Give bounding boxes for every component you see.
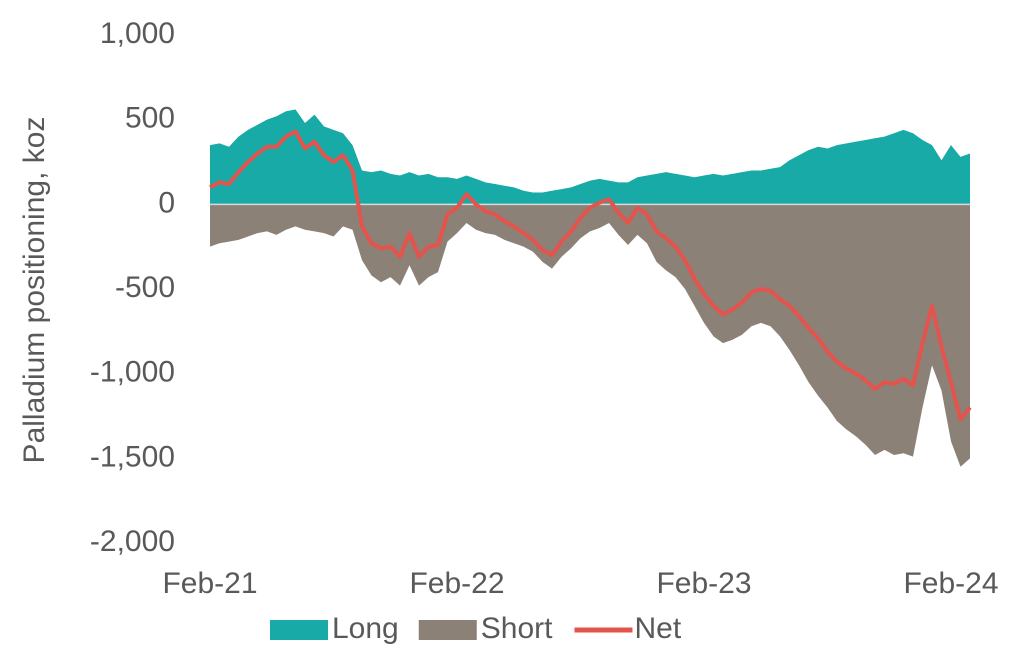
area-0 — [210, 109, 970, 205]
area-1 — [210, 204, 970, 467]
y-axis-title: Palladium positioning, koz — [18, 117, 51, 464]
y-tick-label: -1,500 — [90, 440, 175, 473]
y-tick-label: -500 — [115, 271, 175, 304]
legend-label: Long — [332, 612, 399, 645]
y-tick-label: 500 — [125, 102, 175, 135]
legend-label: Net — [634, 612, 681, 645]
legend-swatch — [418, 620, 477, 640]
y-tick-label: -2,000 — [90, 525, 175, 558]
x-tick-label: Feb-23 — [656, 567, 751, 600]
x-tick-label: Feb-21 — [162, 567, 257, 600]
x-tick-label: Feb-22 — [409, 567, 504, 600]
y-tick-label: 1,000 — [100, 17, 175, 50]
y-tick-label: 0 — [158, 186, 175, 219]
line-2 — [209, 129, 972, 422]
legend-swatch — [270, 620, 328, 640]
x-tick-label: Feb-24 — [903, 567, 998, 600]
y-tick-label: -1,000 — [90, 356, 175, 389]
legend-label: Short — [481, 612, 553, 645]
